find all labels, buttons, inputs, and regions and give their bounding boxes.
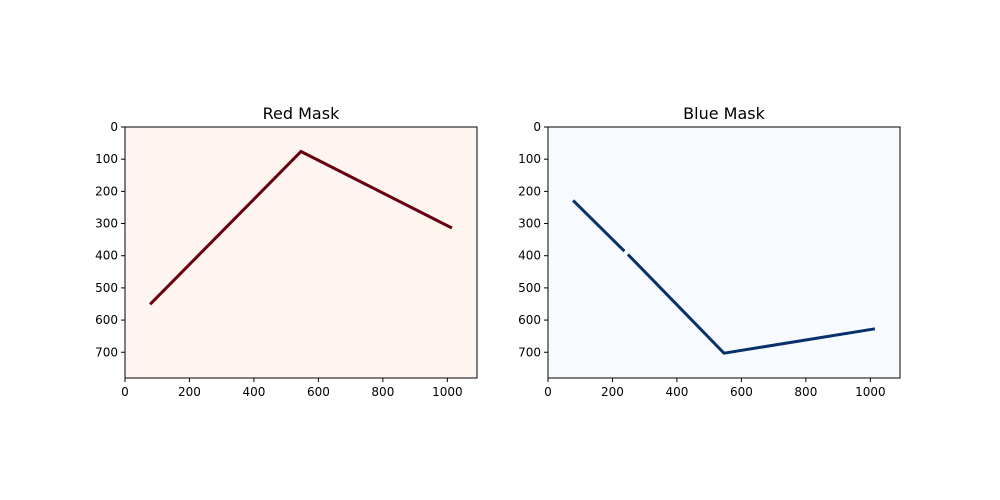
red-mask-y-tick-label: 400 (95, 249, 118, 263)
blue-mask-title: Blue Mask (683, 104, 765, 123)
red-mask-x-tick-label: 800 (371, 385, 394, 399)
blue-mask-x-tick-label: 800 (794, 385, 817, 399)
blue-mask-y-tick-label: 0 (533, 120, 541, 134)
red-mask-y-tick-label: 500 (95, 281, 118, 295)
blue-mask-axes-frame (547, 126, 901, 379)
red-mask-y-tick-label: 600 (95, 313, 118, 327)
blue-mask-x-tick-label: 0 (544, 385, 552, 399)
blue-mask-line-segment-1 (626, 253, 876, 355)
red-mask-axes-frame (124, 126, 478, 379)
red-mask-y-tick-label: 700 (95, 345, 118, 359)
blue-mask-x-tick-label: 600 (730, 385, 753, 399)
blue-mask-y-tick-label: 200 (518, 184, 541, 198)
red-mask-y-tick-label: 100 (95, 152, 118, 166)
red-mask-x-tick-label: 0 (121, 385, 129, 399)
red-mask-x-tick-label: 600 (307, 385, 330, 399)
blue-mask-x-tick-label: 1000 (855, 385, 886, 399)
red-mask-y-tick-label: 0 (110, 120, 118, 134)
blue-mask-y-tick-label: 100 (518, 152, 541, 166)
red-mask-panel: 0 200 400 600 800 1000 0 100 200 300 400 500 600 700 R… (95, 104, 478, 399)
blue-mask-y-tick-label: 600 (518, 313, 541, 327)
red-mask-line-segment-0 (149, 149, 453, 306)
red-mask-y-tick-label: 300 (95, 217, 118, 231)
blue-mask-y-tick-label: 300 (518, 217, 541, 231)
blue-mask-panel: 0 200 400 600 800 1000 0 100 200 300 400 500 600 700 B… (518, 104, 901, 399)
red-mask-y-tick-label: 200 (95, 184, 118, 198)
blue-mask-y-tick-label: 400 (518, 249, 541, 263)
red-mask-x-tick-label: 200 (178, 385, 201, 399)
blue-mask-x-tick-label: 200 (601, 385, 624, 399)
blue-mask-y-tick-label: 500 (518, 281, 541, 295)
blue-mask-x-tick-label: 400 (665, 385, 688, 399)
red-mask-x-tick-label: 400 (242, 385, 265, 399)
red-mask-background (125, 127, 477, 378)
blue-mask-y-tick-label: 700 (518, 345, 541, 359)
red-mask-x-tick-label: 1000 (432, 385, 463, 399)
red-mask-title: Red Mask (263, 104, 340, 123)
blue-mask-line-segment-0 (572, 199, 626, 253)
blue-mask-background (548, 127, 900, 378)
